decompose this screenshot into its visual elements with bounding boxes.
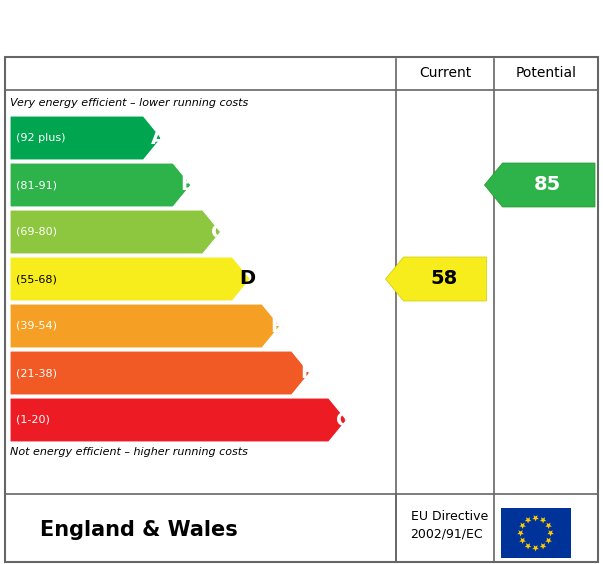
Text: (81-91): (81-91) — [16, 180, 57, 190]
Polygon shape — [545, 537, 552, 544]
Text: D: D — [239, 270, 256, 289]
Text: (92 plus): (92 plus) — [16, 133, 66, 143]
Polygon shape — [540, 543, 546, 549]
Polygon shape — [10, 304, 280, 348]
Polygon shape — [519, 523, 526, 529]
Polygon shape — [525, 517, 531, 523]
Polygon shape — [484, 163, 595, 207]
Text: Very energy efficient – lower running costs: Very energy efficient – lower running co… — [10, 98, 248, 108]
Text: (1-20): (1-20) — [16, 415, 50, 425]
Polygon shape — [10, 257, 250, 301]
Polygon shape — [385, 257, 487, 301]
Polygon shape — [540, 517, 546, 523]
Text: Energy Efficiency Rating: Energy Efficiency Rating — [129, 15, 474, 39]
Text: E: E — [270, 316, 283, 336]
Polygon shape — [548, 530, 554, 536]
Text: Potential: Potential — [516, 66, 576, 80]
Text: F: F — [300, 364, 313, 382]
Polygon shape — [10, 351, 309, 395]
Polygon shape — [517, 530, 524, 536]
Text: Current: Current — [419, 66, 471, 80]
Polygon shape — [545, 523, 552, 529]
Text: Not energy efficient – higher running costs: Not energy efficient – higher running co… — [10, 447, 248, 457]
Text: England & Wales: England & Wales — [40, 520, 238, 540]
Polygon shape — [10, 210, 221, 254]
Polygon shape — [519, 537, 526, 544]
Text: B: B — [181, 175, 195, 195]
Text: (69-80): (69-80) — [16, 227, 57, 237]
Polygon shape — [532, 545, 539, 552]
Polygon shape — [532, 515, 539, 522]
Text: A: A — [151, 129, 166, 148]
Text: (55-68): (55-68) — [16, 274, 57, 284]
Polygon shape — [10, 163, 191, 207]
Bar — [500, 508, 570, 558]
Text: G: G — [336, 411, 352, 430]
Text: 85: 85 — [534, 175, 561, 195]
Polygon shape — [525, 543, 531, 549]
Text: (21-38): (21-38) — [16, 368, 57, 378]
Text: C: C — [210, 223, 225, 241]
Text: 58: 58 — [431, 270, 458, 289]
Text: (39-54): (39-54) — [16, 321, 57, 331]
Polygon shape — [10, 398, 347, 442]
Polygon shape — [10, 116, 162, 160]
Text: EU Directive
2002/91/EC: EU Directive 2002/91/EC — [411, 509, 488, 540]
